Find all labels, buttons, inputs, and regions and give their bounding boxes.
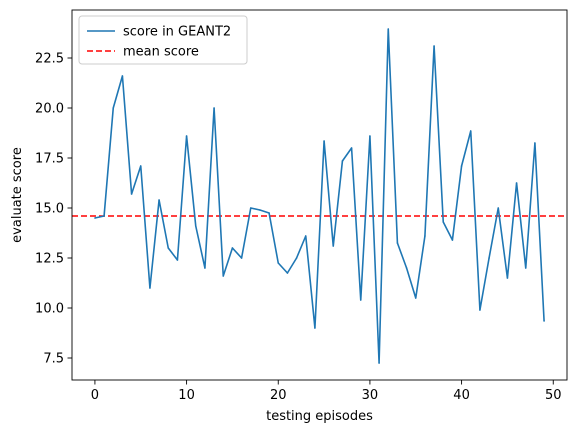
- score-data-point: [249, 207, 252, 209]
- score-data-point: [460, 165, 463, 167]
- y-tick-label: 20.0: [35, 102, 64, 117]
- score-data-point: [112, 107, 115, 109]
- score-data-point: [469, 130, 472, 132]
- score-series-line: [94, 28, 545, 364]
- score-data-point: [268, 212, 270, 214]
- score-data-point: [259, 209, 261, 211]
- score-data-point: [359, 299, 362, 301]
- x-tick-label: 30: [362, 388, 379, 403]
- score-data-point: [323, 140, 325, 142]
- score-data-point: [158, 199, 160, 201]
- score-data-point: [304, 235, 307, 237]
- score-data-point: [341, 160, 344, 162]
- score-data-point: [543, 320, 545, 322]
- x-tick-label: 20: [270, 388, 287, 403]
- x-tick-label: 40: [453, 388, 470, 403]
- score-data-point: [176, 259, 179, 261]
- y-tick-label: 15.0: [35, 202, 64, 217]
- score-data-point: [139, 165, 142, 167]
- score-data-point: [497, 207, 500, 209]
- score-data-point: [506, 277, 509, 279]
- legend-label-score: score in GEANT2: [123, 25, 231, 40]
- y-tick-label: 7.5: [43, 352, 64, 367]
- axes-frame: [71, 9, 568, 381]
- score-data-point: [396, 242, 399, 244]
- y-axis-label: evaluate score: [10, 147, 25, 243]
- score-data-point: [314, 327, 316, 329]
- score-data-point: [378, 362, 380, 364]
- score-data-point: [488, 257, 490, 259]
- x-tick-label: 0: [91, 388, 99, 403]
- score-data-point: [479, 309, 481, 311]
- score-data-point: [369, 135, 371, 137]
- score-data-point: [332, 245, 335, 247]
- score-data-point: [149, 287, 151, 289]
- score-data-point: [185, 135, 188, 137]
- score-data-point: [451, 239, 454, 241]
- score-data-point: [286, 272, 289, 274]
- axes: 0 10 20 30 40 50 7.5 10.0 12.5 15.0 17.5 20.0 22.5 te…: [10, 9, 568, 424]
- score-data-point: [433, 45, 435, 47]
- plot-area: [72, 28, 567, 364]
- y-tick-label: 12.5: [35, 252, 64, 267]
- score-data-point: [167, 247, 170, 249]
- score-data-point: [130, 193, 133, 195]
- score-data-point: [94, 217, 96, 219]
- score-data-point: [414, 297, 417, 299]
- score-data-point: [222, 275, 225, 277]
- score-data-point: [277, 262, 280, 264]
- score-data-point: [424, 235, 426, 237]
- score-data-point: [442, 221, 445, 223]
- legend: score in GEANT2 mean score: [78, 15, 248, 65]
- score-data-point: [534, 142, 536, 144]
- legend-label-mean: mean score: [123, 45, 199, 60]
- score-data-point: [405, 267, 408, 269]
- score-data-point: [194, 225, 197, 227]
- score-data-point: [121, 75, 124, 77]
- legend-box: [78, 15, 248, 65]
- y-tick-label: 10.0: [35, 302, 64, 317]
- score-data-point: [240, 257, 243, 259]
- score-data-point: [515, 182, 518, 184]
- score-data-point: [213, 107, 215, 109]
- y-tick-label: 17.5: [35, 152, 64, 167]
- score-data-point: [204, 267, 206, 269]
- x-axis-label: testing episodes: [266, 409, 373, 424]
- score-data-point: [231, 247, 234, 249]
- score-data-point: [524, 267, 527, 269]
- score-data-point: [295, 257, 298, 259]
- y-tick-label: 22.5: [35, 52, 64, 67]
- score-data-point: [103, 215, 105, 217]
- score-data-point: [387, 28, 390, 30]
- score-data-point: [350, 147, 353, 149]
- x-tick-label: 10: [178, 388, 195, 403]
- x-tick-label: 50: [545, 388, 562, 403]
